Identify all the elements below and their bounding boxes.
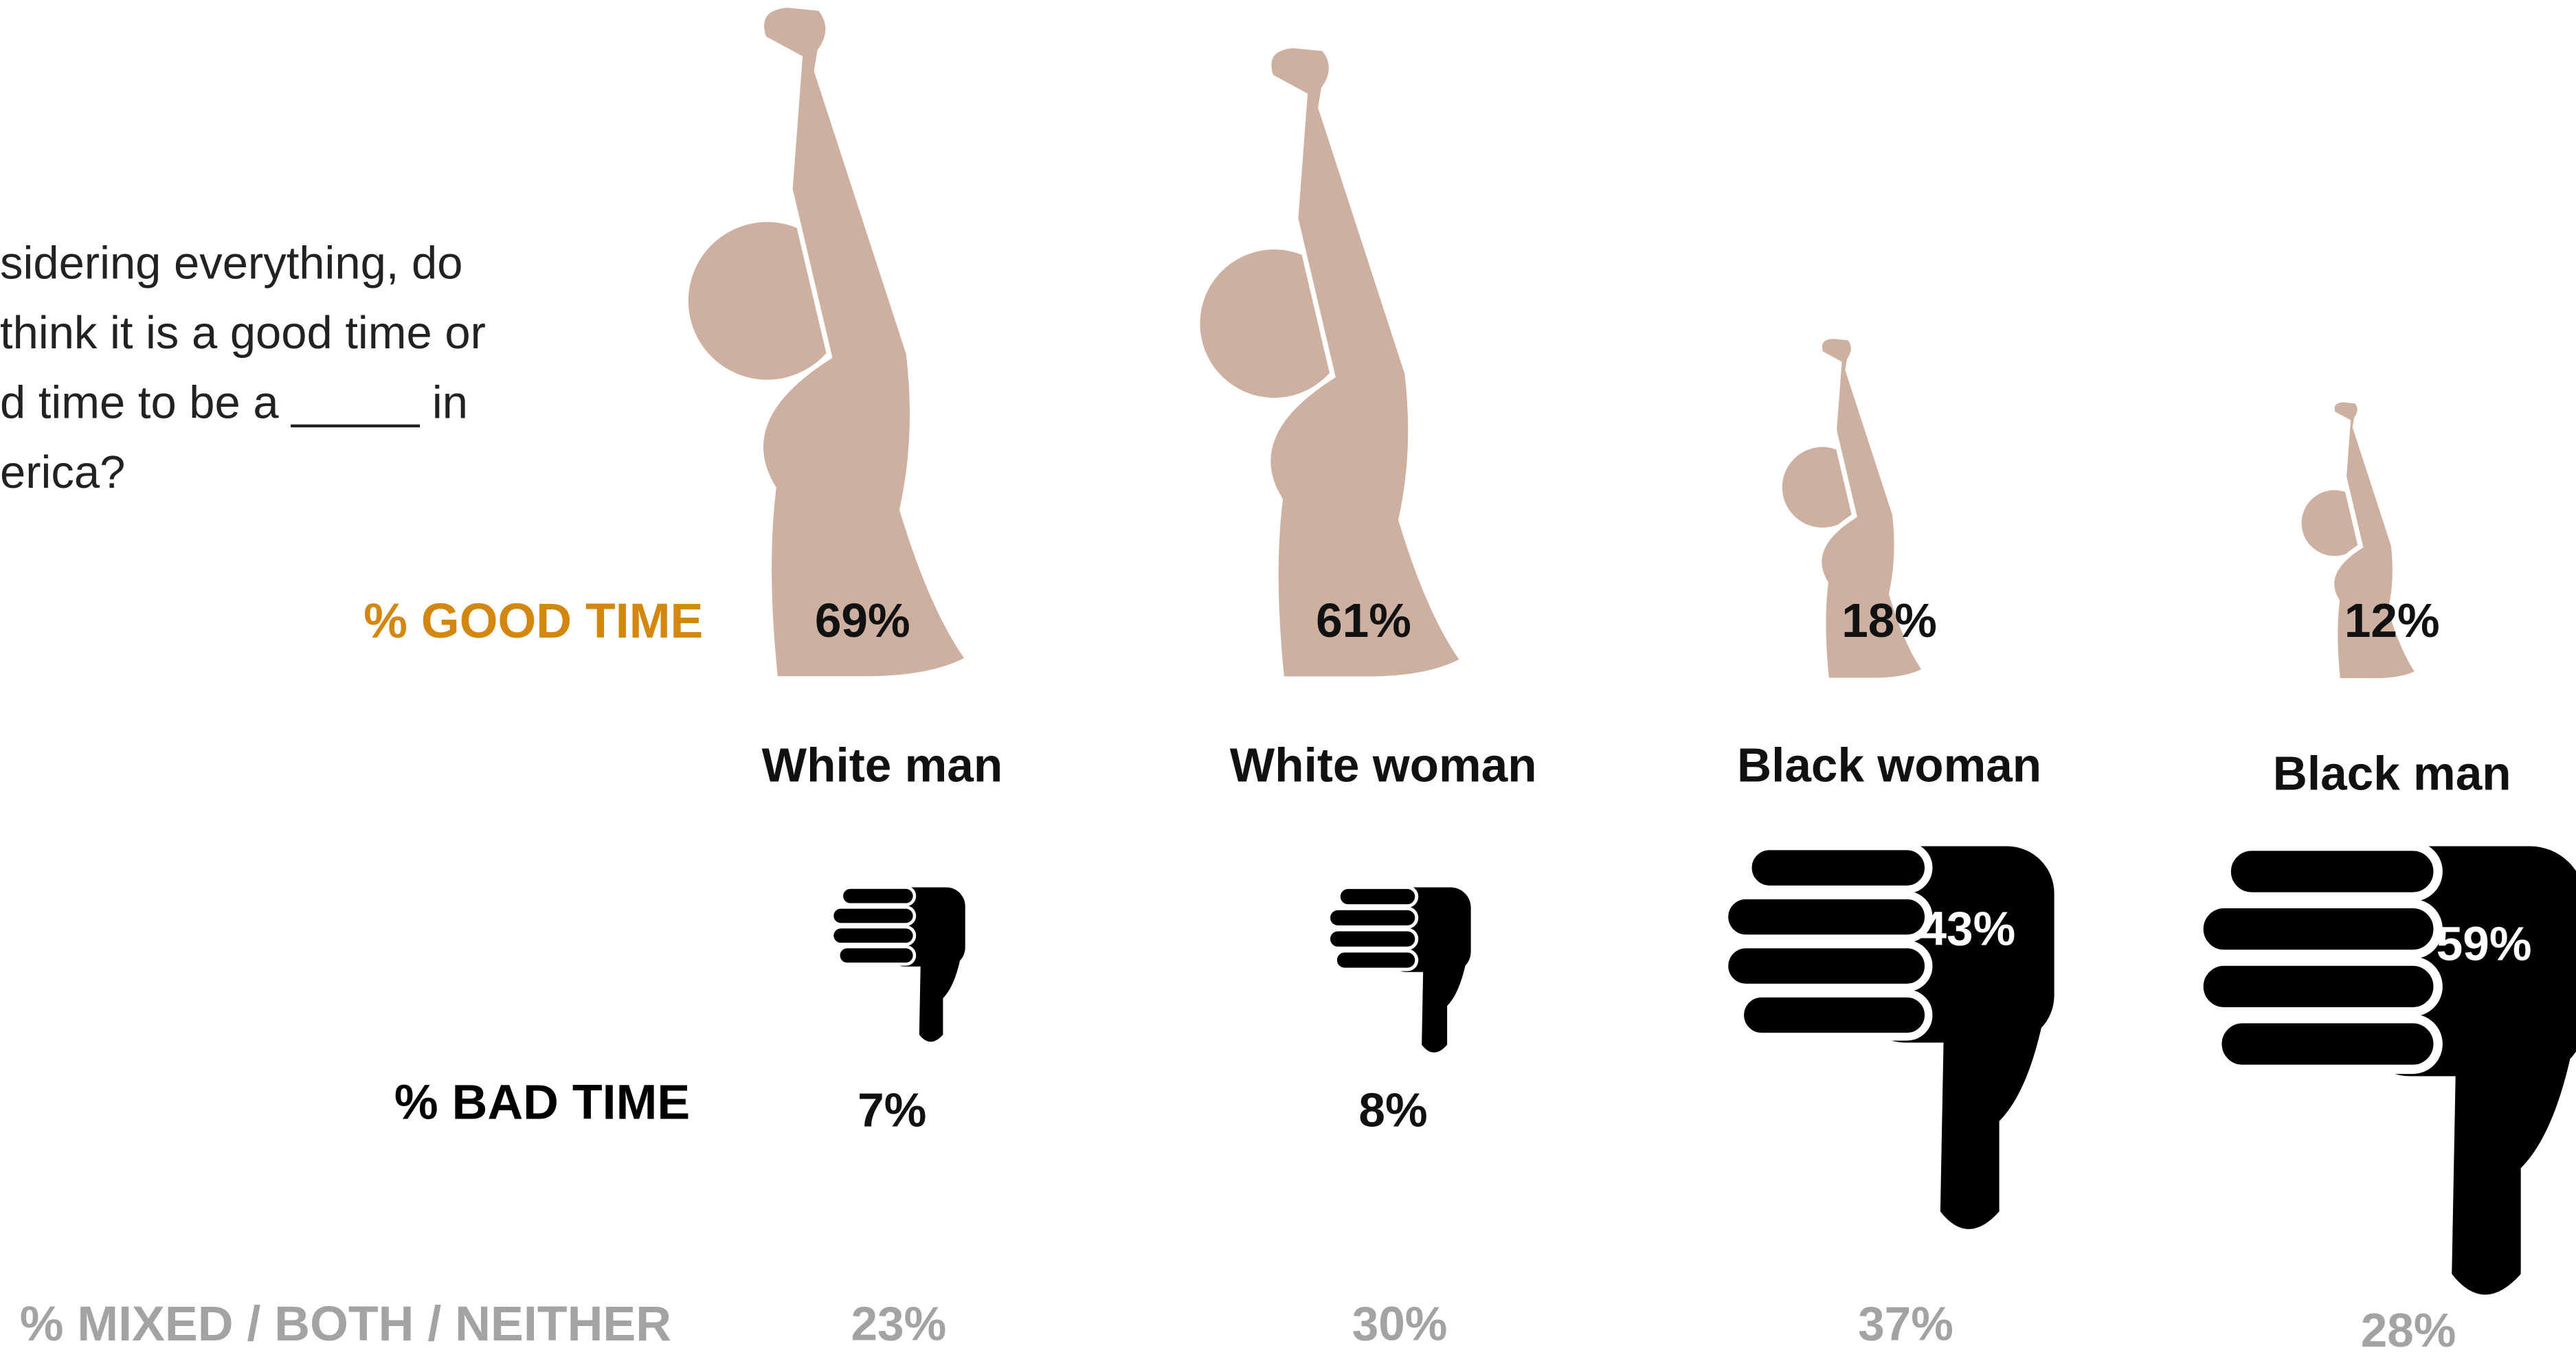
thumb-finger <box>836 945 917 966</box>
question-line: d time to be a _____ in <box>0 377 468 429</box>
figure-arm <box>1266 43 1466 682</box>
question-line: erica? <box>0 447 125 498</box>
good-value-label: 12% <box>2344 594 2440 647</box>
good-figure <box>2301 397 2422 684</box>
thumb-finger <box>1327 906 1419 929</box>
thumb-finger <box>830 925 917 946</box>
thumb-finger <box>2194 956 2443 1017</box>
bad-thumb <box>830 886 965 1042</box>
thumb-finger <box>1736 989 1933 1041</box>
good-value-label: 69% <box>815 594 910 647</box>
question-line: think it is a good time or <box>0 307 486 359</box>
mixed-value-label: 28% <box>2361 1303 2456 1357</box>
mixed-value-label: 37% <box>1858 1297 1953 1351</box>
bad-thumb <box>2194 841 2576 1295</box>
mixed-value-label: 23% <box>851 1297 946 1351</box>
thumb-thumb <box>2452 1030 2576 1295</box>
good-value-label: 61% <box>1316 594 1411 647</box>
thumb-finger <box>1327 928 1419 950</box>
good-figure <box>1200 43 1466 682</box>
bad-thumb <box>1327 885 1471 1053</box>
thumb-finger <box>830 905 917 926</box>
bad-thumb <box>1720 842 2054 1229</box>
figure-arm <box>758 2 972 682</box>
thumb-finger <box>2221 841 2443 902</box>
bad-value-label: 59% <box>2437 917 2532 970</box>
figure-arm <box>1817 333 1929 683</box>
mixed-value-label: 30% <box>1352 1297 1448 1351</box>
thumb-finger <box>2213 1014 2443 1075</box>
good-figure <box>1782 333 1929 683</box>
thumb-finger <box>2194 899 2443 959</box>
thumb-thumb <box>919 950 963 1042</box>
row-label: % BAD TIME <box>394 1075 690 1130</box>
thumb-thumb <box>1940 1003 2047 1229</box>
category-label: White woman <box>1230 739 1537 792</box>
category-label: Black woman <box>1737 739 2041 792</box>
thumb-finger <box>1720 891 1933 943</box>
figure-arm <box>2329 397 2422 684</box>
thumb-finger <box>1744 842 1933 894</box>
category-label: Black man <box>2273 747 2511 800</box>
thumb-finger <box>1333 949 1419 971</box>
good-figure <box>688 2 972 682</box>
row-label: % GOOD TIME <box>363 594 703 649</box>
row-label: % MIXED / BOTH / NEITHER <box>20 1296 671 1351</box>
thumb-finger <box>1336 885 1419 908</box>
category-label: White man <box>762 739 1003 792</box>
good-value-label: 18% <box>1841 594 1937 647</box>
thumb-finger <box>840 886 917 907</box>
bad-value-label: 7% <box>858 1083 926 1137</box>
thumb-finger <box>1720 940 1933 992</box>
bad-value-label: 43% <box>1920 902 2016 956</box>
question-line: sidering everything, do <box>0 237 463 289</box>
bad-value-label: 8% <box>1358 1083 1427 1137</box>
thumb-thumb <box>1422 955 1468 1053</box>
